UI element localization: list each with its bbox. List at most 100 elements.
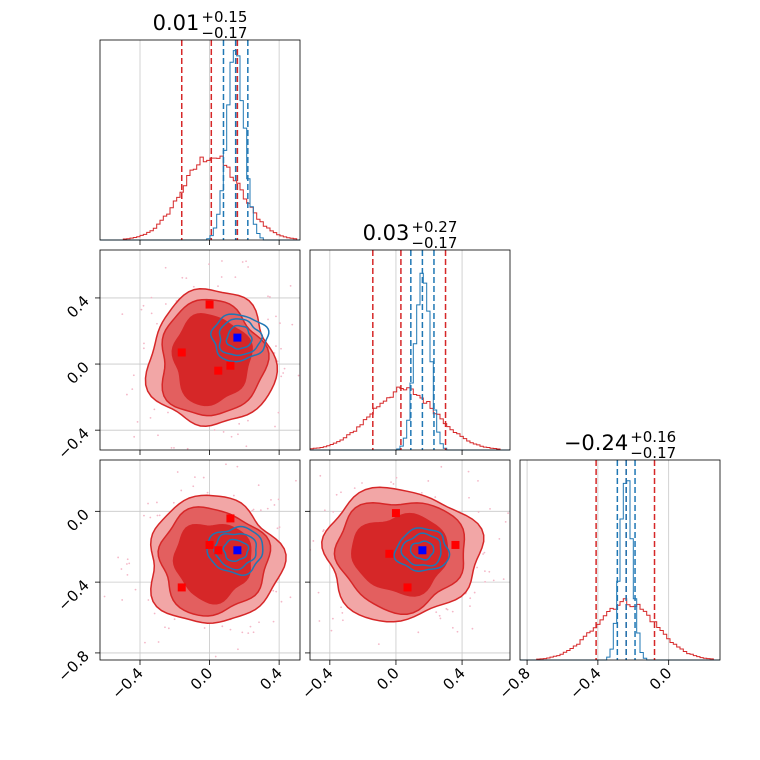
scatter-point: [498, 537, 501, 540]
panel-content: [121, 260, 300, 450]
scatter-point: [132, 374, 135, 377]
red-histogram: [310, 386, 510, 451]
scatter-point: [476, 566, 478, 569]
scatter-point: [483, 551, 486, 554]
y-tick-label: 0.4: [63, 292, 93, 322]
scatter-point: [172, 501, 175, 504]
scatter-point: [451, 626, 454, 629]
scatter-point: [247, 266, 250, 268]
scatter-point: [306, 537, 308, 539]
scatter-point: [291, 323, 294, 326]
scatter-point: [270, 499, 272, 501]
scatter-point: [477, 479, 479, 482]
scatter-point: [164, 626, 166, 629]
param-title-minus: −0.17: [411, 234, 457, 252]
param-title: −0.24: [564, 431, 628, 455]
scatter-point: [280, 600, 283, 603]
scatter-point: [323, 509, 326, 512]
scatter-point: [269, 296, 271, 298]
scatter-point: [340, 491, 342, 494]
scatter-point: [202, 476, 205, 479]
scatter-point: [484, 570, 486, 573]
x-tick-label: 0.0: [187, 664, 217, 694]
scatter-point: [234, 276, 237, 279]
red-marker: [177, 348, 186, 357]
blue-contour-level-2: [400, 532, 442, 567]
scatter-point: [295, 479, 297, 482]
red-histogram: [100, 155, 300, 241]
scatter-point: [167, 627, 170, 630]
scatter-point: [267, 318, 269, 321]
contour-panel-2: −0.4 0.0 0.4: [298, 458, 517, 703]
x-tick-label: 0.4: [439, 664, 469, 694]
scatter-point: [283, 367, 286, 370]
scatter-point: [164, 266, 167, 269]
y-tick-label: 0.0: [63, 358, 93, 388]
scatter-point: [142, 347, 145, 350]
scatter-point: [515, 549, 517, 551]
red-histogram: [520, 598, 720, 661]
scatter-point: [206, 491, 209, 494]
scatter-point: [275, 315, 277, 318]
scatter-point: [208, 263, 210, 266]
scatter-point: [147, 502, 149, 505]
scatter-point: [157, 641, 160, 643]
scatter-point: [241, 631, 244, 634]
scatter-point: [237, 648, 239, 651]
scatter-point: [147, 599, 150, 601]
x-tick-label: −0.4: [108, 664, 146, 702]
scatter-point: [220, 276, 223, 278]
scatter-point: [266, 507, 269, 510]
scatter-point: [126, 573, 129, 576]
scatter-point: [477, 511, 480, 513]
scatter-point: [156, 514, 159, 517]
scatter-point: [156, 501, 158, 504]
red-marker: [403, 583, 412, 592]
scatter-point: [126, 558, 129, 561]
panel-background: [100, 40, 300, 240]
scatter-point: [119, 660, 121, 662]
scatter-point: [149, 516, 152, 519]
scatter-point: [247, 632, 250, 635]
scatter-point: [303, 497, 305, 499]
y-tick-label: −0.4: [54, 576, 92, 614]
scatter-point: [277, 411, 280, 414]
scatter-point: [120, 568, 123, 570]
scatter-point: [252, 508, 255, 511]
blue-contour-level-2: [213, 533, 257, 571]
scatter-point: [192, 285, 195, 288]
scatter-point: [121, 599, 124, 601]
scatter-point: [392, 483, 395, 485]
scatter-point: [181, 276, 184, 279]
diag-panel-1: 0.03 +0.27−0.17: [309, 218, 511, 455]
scatter-point: [173, 618, 176, 621]
param-title-median: −0.24: [564, 431, 628, 455]
scatter-point: [507, 512, 509, 515]
red-marker: [205, 540, 214, 549]
param-title: 0.03: [363, 221, 410, 245]
scatter-point: [318, 620, 321, 622]
scatter-point: [203, 627, 206, 629]
scatter-point: [431, 458, 433, 460]
scatter-point: [489, 507, 491, 510]
scatter-point: [435, 611, 438, 614]
scatter-point: [289, 284, 292, 287]
panel-frame: [99, 249, 301, 451]
scatter-point: [245, 445, 248, 448]
scatter-point: [317, 591, 320, 594]
red-marker: [226, 514, 235, 523]
scatter-point: [484, 580, 486, 583]
scatter-point: [238, 422, 241, 425]
scatter-point: [125, 563, 128, 565]
contour-panel-1: −0.4 0.0 0.4 −0.8 −0.4 0.0: [54, 459, 301, 703]
panel-content: [303, 458, 517, 646]
scatter-point: [427, 480, 430, 482]
red-contour-level-3: [351, 512, 449, 597]
scatter-point: [451, 610, 454, 613]
blue-contour-level-1: [225, 324, 253, 350]
scatter-point: [230, 435, 233, 438]
scatter-point: [330, 629, 333, 632]
scatter-point: [153, 408, 156, 411]
x-tick-label: −0.4: [298, 664, 336, 702]
